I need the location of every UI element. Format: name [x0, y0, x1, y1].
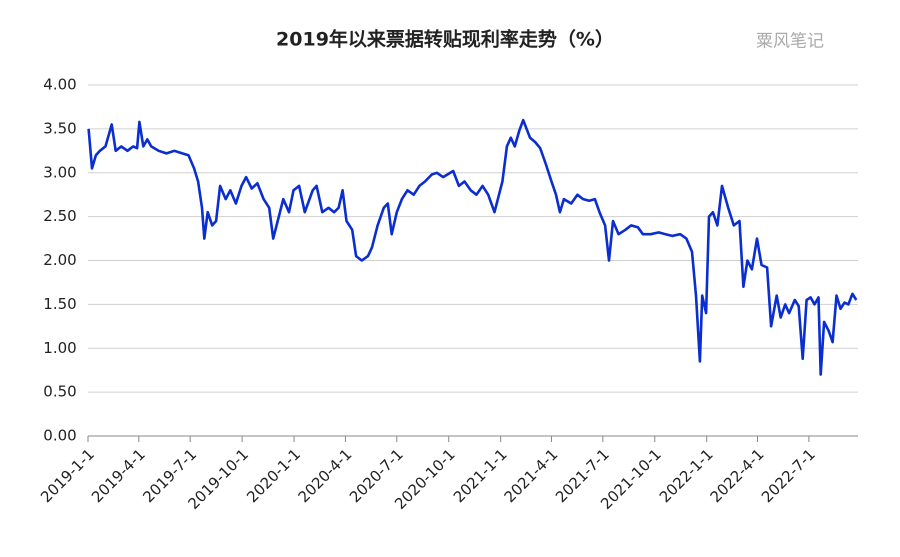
- y-tick-label: 2.00: [43, 251, 76, 269]
- x-tick-label: 2021-1-1: [450, 445, 511, 506]
- x-tick-label: 2022-4-1: [707, 445, 768, 506]
- x-tick-label: 2022-7-1: [758, 445, 819, 506]
- x-tick-label: 2020-1-1: [243, 445, 304, 506]
- y-tick-label: 3.00: [43, 163, 76, 181]
- x-tick-label: 2022-1-1: [656, 445, 717, 506]
- y-tick-label: 0.00: [43, 427, 76, 445]
- y-tick-label: 2.50: [43, 207, 76, 225]
- x-tick-label: 2019-1-1: [37, 445, 98, 506]
- x-tick-label: 2021-4-1: [501, 445, 562, 506]
- chart-title: 2019年以来票据转贴现利率走势（%）: [276, 28, 614, 51]
- x-tick-label: 2019-4-1: [88, 445, 149, 506]
- x-tick-label: 2020-4-1: [295, 445, 356, 506]
- y-tick-label: 0.50: [43, 383, 76, 401]
- y-tick-label: 4.00: [43, 76, 76, 94]
- y-tick-label: 3.50: [43, 119, 76, 137]
- data-line: [87, 118, 858, 376]
- watermark: 粟风笔记: [756, 32, 824, 52]
- y-tick-label: 1.00: [43, 339, 76, 357]
- y-tick-label: 1.50: [43, 295, 76, 313]
